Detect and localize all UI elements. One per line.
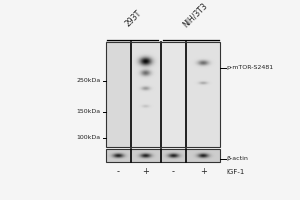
Text: 100kDa: 100kDa <box>76 135 100 140</box>
Text: 250kDa: 250kDa <box>76 78 100 83</box>
Bar <box>106 42 220 147</box>
Text: IGF-1: IGF-1 <box>226 169 245 175</box>
Text: +: + <box>142 167 149 176</box>
Text: 150kDa: 150kDa <box>76 109 100 114</box>
Bar <box>106 149 220 162</box>
Text: β-actin: β-actin <box>226 156 248 161</box>
Text: NIH/3T3: NIH/3T3 <box>181 1 209 29</box>
Text: +: + <box>200 167 207 176</box>
Text: -: - <box>117 167 120 176</box>
Text: 293T: 293T <box>124 9 143 29</box>
Text: p-mTOR-S2481: p-mTOR-S2481 <box>226 65 274 70</box>
Text: -: - <box>172 167 175 176</box>
